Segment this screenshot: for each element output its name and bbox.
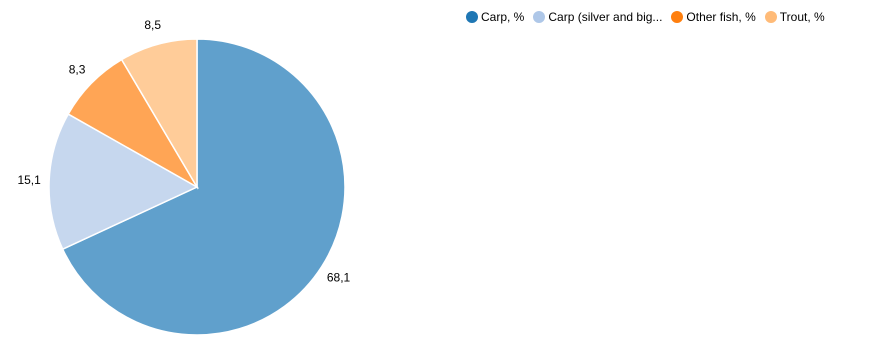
- legend-label-other-fish: Other fish, %: [686, 10, 756, 24]
- pie-label-carp-silver-bighead: 15,1: [17, 173, 41, 187]
- pie-slices: [48, 38, 346, 336]
- legend-swatch-other-fish: [671, 11, 684, 23]
- pie-slice-trout[interactable]: [120, 38, 198, 190]
- legend-swatch-carp-silver-bighead: [533, 11, 546, 23]
- legend-swatch-carp: [466, 11, 478, 23]
- pie-labels: 68,1 15,1 8,3 8,5: [17, 18, 350, 285]
- legend-label-trout: Trout, %: [779, 10, 825, 24]
- pie-label-trout: 8,5: [144, 18, 161, 32]
- legend-item-carp-silver-bighead[interactable]: Carp (silver and big...: [533, 10, 662, 24]
- legend-label-carp-silver-bighead: Carp (silver and big...: [548, 10, 663, 24]
- legend-item-trout[interactable]: Trout, %: [764, 10, 825, 24]
- chart-legend: Carp, % Carp (silver and big... Other fi…: [466, 10, 825, 24]
- legend-item-other-fish[interactable]: Other fish, %: [671, 10, 756, 24]
- legend-item-carp[interactable]: Carp, %: [466, 10, 524, 24]
- legend-label-carp: Carp, %: [481, 10, 525, 24]
- pie-label-other-fish: 8,3: [69, 62, 86, 76]
- pie-label-carp: 68,1: [327, 270, 351, 284]
- pie-slice-carp[interactable]: [61, 38, 346, 336]
- legend-swatch-trout: [764, 11, 777, 23]
- pie-slice-carp-silver-bighead[interactable]: [48, 113, 199, 251]
